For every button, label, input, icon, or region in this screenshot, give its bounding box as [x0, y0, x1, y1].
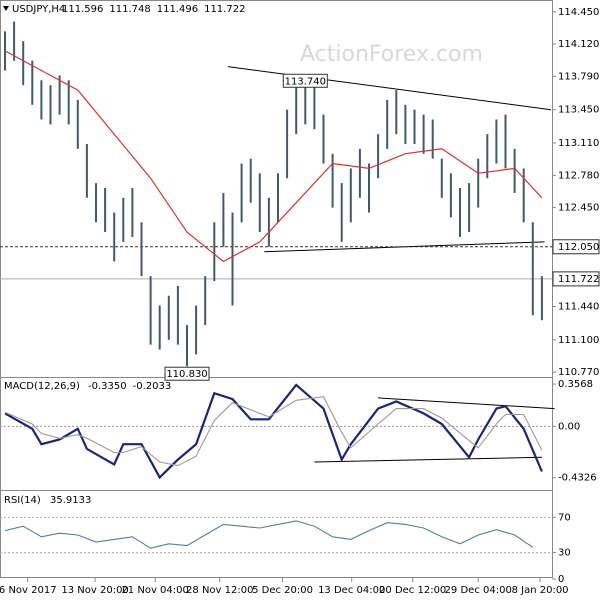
level-box: [552, 239, 600, 255]
header-value: 111.596: [62, 4, 103, 15]
x-tick-label: 21 Nov 04:00: [121, 585, 188, 596]
last-box: [552, 271, 600, 287]
x-tick-label: 20 Dec 12:00: [379, 585, 446, 596]
indicator-line: [4, 383, 543, 480]
trendline: [227, 66, 552, 111]
header-value: -0.3350: [88, 381, 127, 392]
annotation-label: 113.740: [285, 76, 326, 87]
y-tick-label: 113.110: [558, 138, 599, 149]
macd-title: MACD(12,26,9): [4, 381, 80, 392]
x-tick-label: 13 Nov 20:00: [61, 585, 128, 596]
y-tick-label: 70: [558, 512, 571, 523]
y-tick-label: 112.780: [558, 170, 599, 181]
y-tick-label: 0.3568: [558, 379, 593, 390]
header-value: 111.748: [109, 4, 150, 15]
trendline: [314, 456, 542, 463]
header-value: -0.2033: [133, 381, 172, 392]
x-tick-label: 8 Jan 20:00: [512, 585, 569, 596]
y-tick-label: 110.770: [558, 367, 599, 378]
y-tick-label: 30: [558, 548, 571, 559]
y-tick-label: 114.450: [558, 7, 599, 18]
level-label: 112.050: [558, 242, 599, 253]
header-value: 35.9133: [50, 495, 91, 506]
header-value: 111.722: [204, 4, 245, 15]
frame: [0, 0, 553, 578]
trendline: [264, 241, 545, 253]
x-tick-label: 29 Dec 04:00: [445, 585, 512, 596]
annotation-box: [282, 73, 328, 88]
y-tick-label: 114.120: [558, 39, 599, 50]
annotation-box: [164, 366, 210, 381]
x-tick-label: 28 Nov 12:00: [186, 585, 253, 596]
y-tick-label: -0.4326: [558, 473, 597, 484]
symbol-icon: [3, 6, 9, 11]
annotation-label: 110.830: [166, 369, 207, 380]
y-tick-label: 113.790: [558, 71, 599, 82]
y-tick-label: 113.450: [558, 105, 599, 116]
rsi-title: RSI(14): [4, 495, 41, 506]
x-tick-label: 6 Nov 2017: [0, 585, 57, 596]
y-tick-label: 112.450: [558, 203, 599, 214]
x-tick-label: 13 Dec 04:00: [318, 585, 385, 596]
y-tick-label: 0.00: [558, 421, 580, 432]
y-tick-label: 0: [558, 574, 564, 585]
chart-title: USDJPY,H4: [12, 4, 65, 15]
moving-average: [4, 50, 543, 263]
watermark: ActionForex.com: [300, 42, 483, 67]
indicator-line: [4, 396, 543, 467]
y-tick-label: 111.100: [558, 335, 599, 346]
y-tick-label: 111.440: [558, 301, 599, 312]
indicator-line: [4, 520, 534, 549]
x-tick-label: 5 Dec 20:00: [252, 585, 313, 596]
last-label: 111.722: [558, 274, 599, 285]
header-value: 111.496: [157, 4, 198, 15]
trendline: [378, 397, 555, 410]
